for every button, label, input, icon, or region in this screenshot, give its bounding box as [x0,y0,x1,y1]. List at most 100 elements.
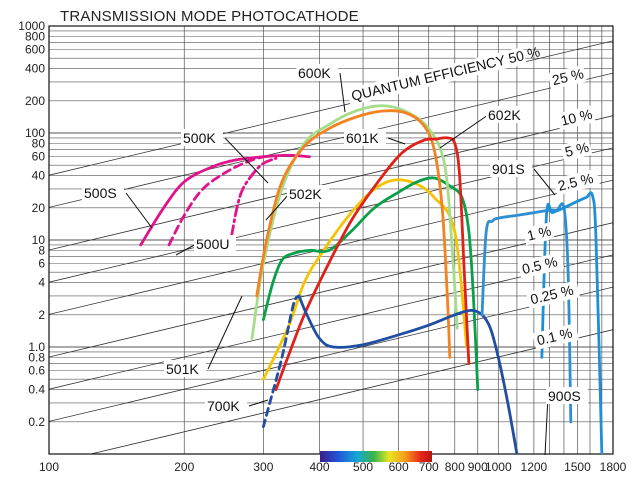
y-tick-400: 400 [25,62,45,76]
series-curve-600k-5 [250,104,459,340]
qe-label-group-4: 2.5 % [553,168,601,196]
x-tick-500: 500 [353,460,373,474]
qe-label-group-0: QUANTUM EFFICIENCY 50 % [346,43,541,106]
label-bg-700k [205,397,247,414]
x-tick-400: 400 [309,460,329,474]
y-tick-0.4: 0.4 [28,383,45,397]
label-bg-500u [194,235,236,252]
leader-900s [544,395,549,456]
series-label-500s: 500S [84,185,117,201]
series-labels: 500S 500K 500U 501K 502K 600K 601K 602K 700K 900S… [82,64,588,414]
y-tick-1000: 1000 [18,19,45,33]
qe-label-5: 1 % [525,223,552,244]
qe-line-1 [49,72,613,208]
series-curve-901s-10 [480,202,573,424]
label-bg-601k [344,129,386,146]
label-bg-502k [287,185,329,202]
qe-label-group-2: 10 % [556,105,596,131]
qe-label-3: 5 % [563,139,590,160]
leader-500k [224,137,269,184]
x-tick-1200: 1200 [521,460,548,474]
qe-label-group-3: 5 % [560,138,593,162]
y-tick-0.6: 0.6 [28,364,45,378]
qe-label-bg-5 [522,222,555,246]
qe-label-2: 10 % [559,106,594,129]
series-curve-501k-3 [261,178,468,381]
series-label-900s: 900S [548,388,581,404]
series-curve-500u-1 [167,155,265,247]
series-curve-601k-6 [255,109,452,359]
series-curve-502k-4 [261,176,480,391]
series-label-601k: 601K [346,130,379,146]
x-tick-1500: 1500 [564,460,591,474]
quantum-efficiency-lines [49,40,613,454]
qe-label-bg-3 [560,138,593,162]
leader-901s [533,168,556,196]
series-label-700k: 700K [207,398,240,414]
y-tick-600: 600 [25,43,45,57]
series-label-901s: 901S [492,161,525,177]
leader-501k [207,295,243,370]
label-bg-600k [296,64,338,81]
x-tick-900: 900 [468,460,488,474]
x-tick-1800: 1800 [600,460,627,474]
series-curve-900s-11 [540,191,604,454]
qe-line-7 [49,286,613,422]
label-bg-901s [490,160,532,177]
qe-label-group-8: 0.1 % [532,323,580,351]
series-label-600k: 600K [298,65,331,81]
leader-601k [387,137,406,145]
qe-line-8 [89,329,613,454]
label-bg-501k [164,360,206,377]
qe-label-bg-6 [517,252,565,279]
y-tick-6: 6 [38,257,45,271]
qe-label-bg-1 [547,64,587,90]
qe-line-6 [49,254,613,390]
qe-label-group-1: 25 % [547,64,587,90]
qe-label-bg-7 [525,280,580,309]
series-group [139,104,604,454]
y-tick-labels: 1000800600400200100806040201086421.00.80… [18,19,45,429]
y-tick-80: 80 [32,136,46,150]
y-tick-60: 60 [32,150,46,164]
qe-label-group-7: 0.25 % [525,280,580,309]
qe-label-bg-4 [553,168,601,196]
leader-500u [175,243,197,256]
x-tick-800: 800 [445,460,465,474]
qe-label-1: 25 % [550,65,585,88]
series-curve-602k-7 [274,136,471,391]
series-label-602k: 602K [488,107,521,123]
series-label-501k: 501K [166,361,199,377]
y-tick-20: 20 [32,201,46,215]
qe-label-bg-8 [532,323,580,351]
series-curve-500s-2 [230,156,278,237]
x-tick-600: 600 [389,460,409,474]
qe-line-2 [49,115,613,251]
y-tick-100: 100 [25,126,45,140]
label-bg-500k [181,129,223,146]
x-tick-700: 700 [419,460,439,474]
chart-title: TRANSMISSION MODE PHOTOCATHODE [60,8,359,25]
y-tick-1.0: 1.0 [28,340,45,354]
label-bg-900s [546,387,588,404]
leader-600k [339,72,346,113]
qe-line-5 [49,222,613,358]
y-tick-2: 2 [38,308,45,322]
qe-label-group-6: 0.5 % [517,252,565,279]
qe-label-bg-2 [556,105,596,131]
leader-500s [125,192,153,229]
y-tick-0.8: 0.8 [28,350,45,364]
x-tick-1000: 1000 [485,460,512,474]
x-tick-300: 300 [253,460,273,474]
y-tick-10: 10 [32,233,46,247]
series-curve-500k-0 [139,153,311,247]
label-bg-500s [82,184,124,201]
y-tick-0.2: 0.2 [28,415,45,429]
leader-700k [248,399,269,407]
x-tick-200: 200 [174,460,194,474]
y-tick-40: 40 [32,169,46,183]
y-tick-8: 8 [38,243,45,257]
